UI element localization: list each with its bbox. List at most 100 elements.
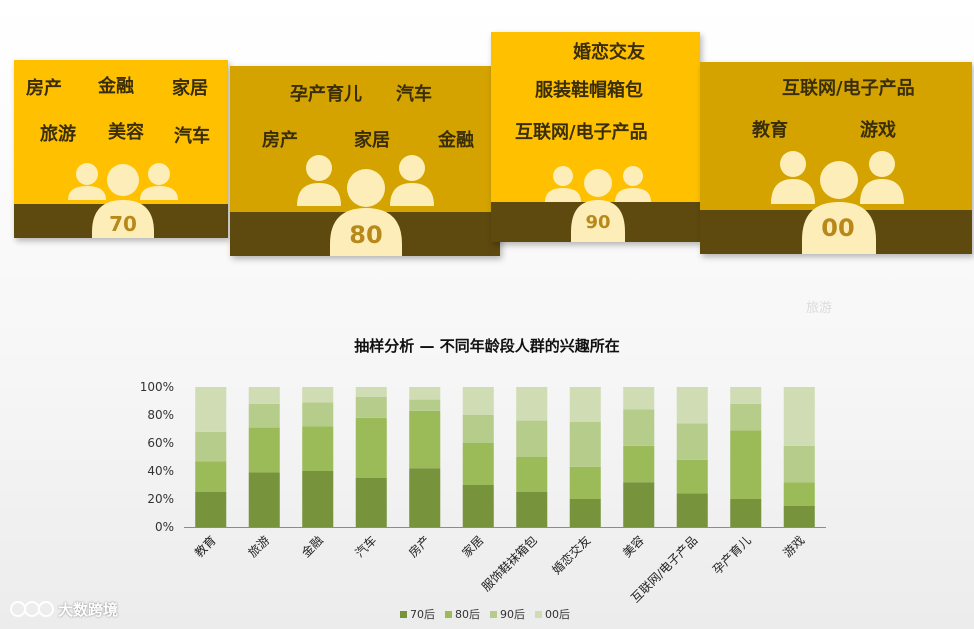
bar-segment	[302, 387, 334, 403]
y-tick-label: 0%	[155, 520, 174, 534]
generation-label: 00	[821, 214, 855, 242]
bar-segment	[569, 387, 601, 422]
bar-segment	[248, 472, 280, 527]
bar-segment	[195, 492, 227, 527]
y-tick-label: 60%	[147, 436, 174, 450]
card-90s-keyword: 互联网/电子产品	[515, 122, 648, 143]
bar-segment	[248, 387, 280, 404]
bar-segment	[516, 457, 548, 492]
x-tick-label: 婚恋交友	[549, 533, 594, 578]
card-90s-keyword: 婚恋交友	[573, 42, 645, 63]
bar-segment	[355, 396, 387, 418]
bar-segment	[730, 387, 762, 404]
legend-swatch	[535, 611, 542, 618]
bar-segment	[195, 387, 227, 432]
legend-label: 90后	[500, 608, 525, 621]
bar-segment	[569, 499, 601, 527]
bar-segment	[676, 493, 708, 527]
bar-segment	[516, 420, 548, 457]
bar-segment	[409, 410, 441, 469]
bar-segment	[462, 387, 494, 415]
card-80s-keyword: 汽车	[396, 84, 432, 105]
bar-segment	[302, 426, 334, 471]
card-70s-keyword: 家居	[172, 78, 208, 99]
chart-title: 抽样分析 — 不同年龄段人群的兴趣所在	[354, 337, 620, 355]
x-tick-label: 旅游	[245, 533, 272, 560]
y-tick-label: 100%	[140, 380, 174, 394]
generation-label: 90	[585, 212, 611, 233]
bar-segment	[623, 409, 655, 446]
x-tick-label: 教育	[191, 533, 219, 561]
card-80s-keyword: 孕产育儿	[290, 84, 362, 105]
card-80s-keyword: 金融	[438, 130, 474, 151]
bar-segment	[623, 445, 655, 483]
bar-segment	[676, 459, 708, 494]
x-tick-label: 家居	[459, 533, 487, 561]
bar-segment	[195, 461, 227, 492]
ghost-text: 旅游	[806, 301, 833, 316]
card-90s: 婚恋交友 服装鞋帽箱包 互联网/电子产品 90	[491, 32, 700, 242]
x-tick-label: 金融	[298, 533, 326, 561]
bar-segment	[569, 422, 601, 467]
bar-segment	[195, 431, 227, 462]
bar-segment	[462, 415, 494, 443]
legend-swatch	[490, 611, 497, 618]
y-tick-label: 80%	[147, 408, 174, 422]
card-70s-keyword: 旅游	[40, 124, 76, 145]
legend-label: 80后	[455, 608, 480, 621]
generation-label: 80	[349, 221, 383, 249]
card-70s-keyword: 金融	[98, 76, 134, 97]
bar-segment	[623, 482, 655, 527]
card-80s-keyword: 房产	[262, 130, 298, 151]
bar-segment	[730, 499, 762, 527]
card-00s-keyword: 教育	[752, 120, 788, 141]
watermark-text: 大数跨境	[58, 601, 119, 619]
bar-segment	[516, 492, 548, 527]
bar-segment	[730, 403, 762, 431]
bar-segment	[462, 485, 494, 527]
x-tick-label: 汽车	[352, 533, 380, 561]
x-tick-label: 孕产育儿	[709, 533, 754, 578]
bar-segment	[783, 387, 815, 446]
card-70s-keyword: 汽车	[174, 126, 210, 147]
bar-segment	[783, 482, 815, 506]
card-00s-keyword: 游戏	[860, 120, 896, 141]
bar-segment	[409, 399, 441, 411]
card-70s: 房产 金融 家居 旅游 美容 汽车 70	[14, 60, 228, 238]
bar-segment	[302, 402, 334, 427]
bar-segment	[730, 430, 762, 499]
bar-segment	[248, 403, 280, 428]
bar-segment	[783, 445, 815, 483]
bar-segment	[355, 387, 387, 397]
bar-segment	[248, 427, 280, 473]
bar-segment	[676, 423, 708, 460]
bar-segment	[409, 387, 441, 400]
legend-swatch	[400, 611, 407, 618]
bar-segment	[409, 468, 441, 527]
card-90s-keyword: 服装鞋帽箱包	[535, 80, 643, 101]
people-icon	[545, 166, 651, 242]
card-80s: 孕产育儿 汽车 房产 家居 金融 80	[230, 66, 500, 256]
x-tick-label: 服饰鞋袜箱包	[478, 533, 540, 595]
card-70s-keyword: 美容	[108, 122, 144, 143]
people-icon	[771, 151, 904, 254]
card-70s-keyword: 房产	[26, 78, 62, 99]
y-tick-label: 20%	[147, 492, 174, 506]
legend-label: 70后	[410, 608, 435, 621]
card-00s: 互联网/电子产品 教育 游戏 00	[700, 62, 972, 254]
bar-segment	[516, 387, 548, 421]
bar-segment	[462, 443, 494, 485]
x-tick-label: 美容	[619, 533, 647, 561]
bar-segment	[783, 506, 815, 527]
bar-segment	[569, 466, 601, 499]
bar-segment	[676, 387, 708, 424]
generation-label: 70	[109, 212, 137, 236]
legend-swatch	[445, 611, 452, 618]
bar-segment	[355, 478, 387, 527]
legend-label: 00后	[545, 608, 570, 621]
bar-segment	[355, 417, 387, 478]
people-icon	[68, 163, 178, 238]
card-00s-keyword: 互联网/电子产品	[782, 78, 915, 99]
people-icon	[297, 155, 434, 256]
